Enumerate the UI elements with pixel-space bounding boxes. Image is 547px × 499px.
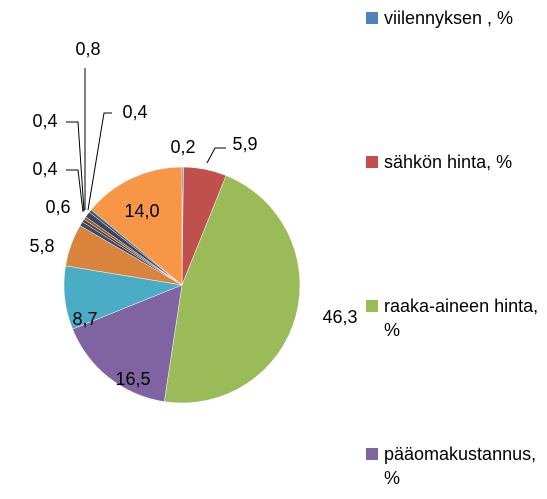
legend-label: pääomakustannus, % [384,444,537,488]
data-label: 0,6 [45,197,70,217]
data-label: 0,4 [32,111,57,131]
leader-line [66,121,85,212]
legend-label: sähkön hinta, % [384,152,513,172]
data-label: 0,4 [32,159,57,179]
legend-swatch [366,448,378,460]
pie-slice [72,284,183,402]
pie-slice [163,175,301,404]
data-label: 0,4 [122,102,147,122]
data-label: 5,9 [232,134,257,154]
legend-swatch [366,156,378,168]
leader-line [66,169,84,213]
data-label: 16,5 [115,369,150,389]
legend-label: viilennyksen , % [384,8,514,28]
data-label: 0,8 [75,39,100,59]
data-label: 0,2 [170,137,195,157]
legend-swatch [366,12,378,24]
data-label: 8,7 [72,309,97,329]
data-label: 5,8 [29,236,54,256]
data-label: 46,3 [322,307,357,327]
leader-line [206,147,226,164]
pie-slice [90,166,183,286]
legend-swatch [366,300,378,312]
data-label: 14,0 [124,201,159,221]
leader-line [87,112,112,211]
legend-label: raaka-aineen hinta, % [384,296,539,340]
